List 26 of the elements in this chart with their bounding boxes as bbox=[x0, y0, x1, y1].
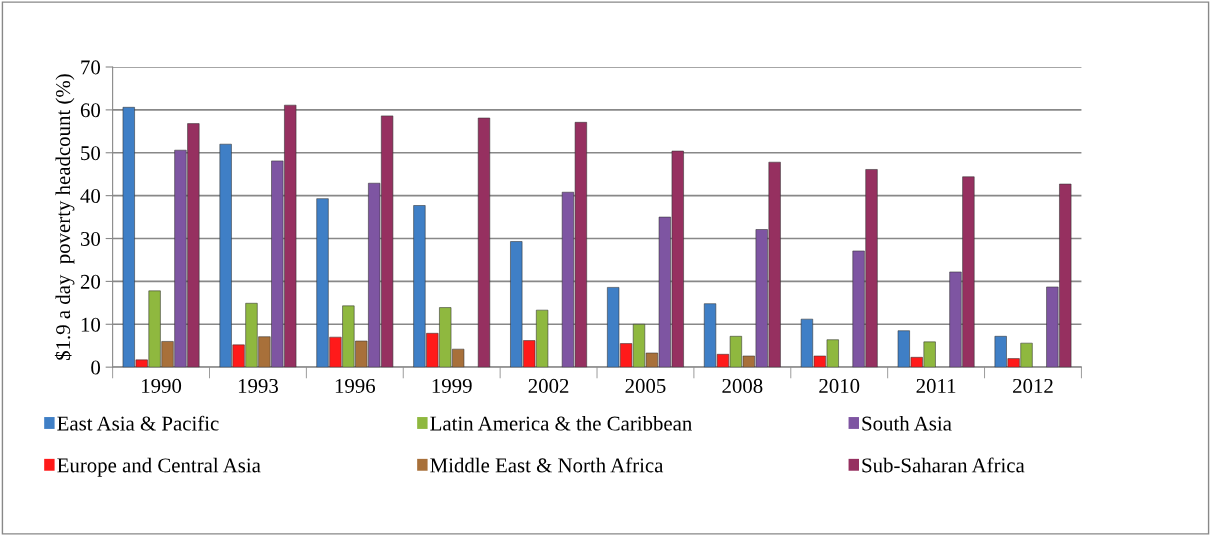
x-tick-label: 2012 bbox=[1013, 378, 1053, 393]
x-tick-label: 1996 bbox=[335, 378, 376, 393]
x-tick-label: 2008 bbox=[722, 378, 763, 393]
legend-label: South Asia bbox=[862, 415, 952, 431]
bar bbox=[477, 117, 491, 368]
x-tick-label: 1993 bbox=[238, 378, 278, 393]
x-tick-label: 2002 bbox=[528, 378, 569, 393]
y-tick-label: 50 bbox=[81, 146, 101, 161]
y-tick-label: 10 bbox=[81, 317, 101, 332]
x-tick-label: 1999 bbox=[432, 378, 472, 393]
y-tick-label: 0 bbox=[91, 360, 101, 375]
x-tick-label: 2005 bbox=[625, 378, 666, 393]
x-tick-label: 1990 bbox=[142, 378, 182, 393]
legend-label: Latin America & the Caribbean bbox=[430, 415, 692, 431]
y-tick-label: 40 bbox=[80, 189, 101, 204]
y-axis-title: $1.9 a day poverty headcount (%) bbox=[54, 74, 75, 360]
x-tick-label: 2010 bbox=[819, 378, 860, 393]
legend-label: Sub-Saharan Africa bbox=[862, 457, 1025, 473]
x-tick-label: 2011 bbox=[916, 378, 956, 393]
legend-label: Europe and Central Asia bbox=[57, 457, 261, 477]
y-tick-label: 70 bbox=[81, 60, 101, 75]
y-tick-label: 30 bbox=[80, 231, 101, 246]
legend-label: Middle East & North Africa bbox=[430, 457, 664, 473]
y-tick-label: 20 bbox=[80, 274, 101, 289]
y-tick-label: 60 bbox=[80, 103, 101, 118]
legend-label: East Asia & Pacific bbox=[57, 415, 219, 431]
